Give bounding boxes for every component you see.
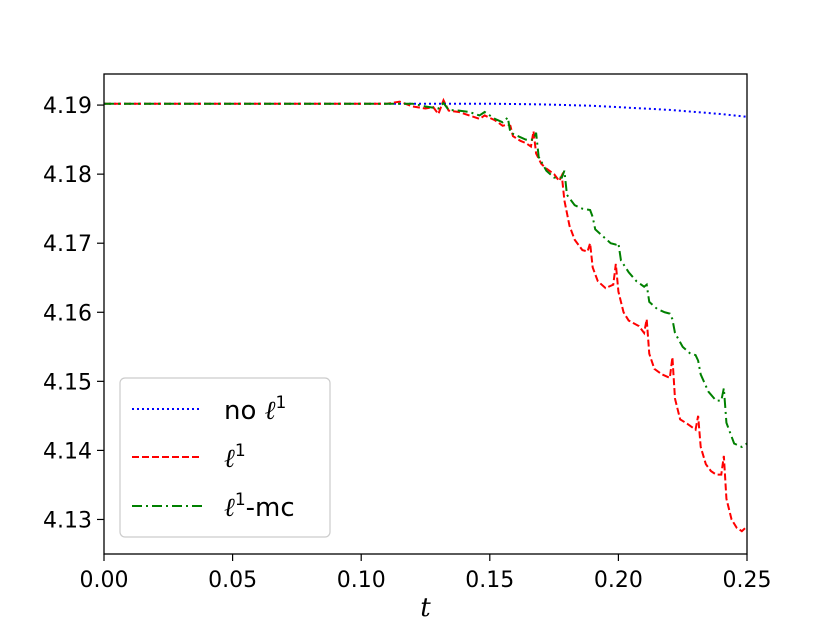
legend-box bbox=[119, 377, 331, 538]
x-axis-label: t bbox=[420, 593, 431, 623]
x-tick-label: 0.05 bbox=[208, 568, 257, 593]
x-tick-label: 0.20 bbox=[594, 568, 643, 593]
x-tick-label: 0.00 bbox=[80, 568, 129, 593]
legend-label-0: no ℓ1 bbox=[224, 393, 286, 426]
y-tick-label: 4.16 bbox=[43, 301, 92, 326]
x-axis: 0.00 0.05 0.10 0.15 0.20 0.25 bbox=[80, 554, 772, 593]
y-tick-label: 4.18 bbox=[43, 163, 92, 188]
y-tick-label: 4.13 bbox=[43, 508, 92, 533]
y-tick-label: 4.15 bbox=[43, 370, 92, 395]
y-tick-label: 4.14 bbox=[43, 439, 92, 464]
plot-series-layer bbox=[104, 97, 748, 533]
legend: no ℓ1 ℓ1 ℓ1-mc bbox=[119, 377, 331, 538]
y-tick-label: 4.19 bbox=[43, 94, 92, 119]
plot-frame bbox=[103, 73, 748, 555]
legend-label-2: ℓ1-mc bbox=[224, 490, 295, 523]
y-axis: 4.13 4.14 4.15 4.16 4.17 4.18 4.19 bbox=[43, 94, 104, 533]
x-tick-label: 0.15 bbox=[465, 568, 514, 593]
series-line-1 bbox=[104, 97, 748, 533]
x-tick-label: 0.10 bbox=[337, 568, 386, 593]
x-tick-label: 0.25 bbox=[723, 568, 772, 593]
y-tick-label: 4.17 bbox=[43, 232, 92, 257]
legend-label-1: ℓ1 bbox=[224, 441, 246, 474]
series-line-2 bbox=[104, 101, 748, 449]
